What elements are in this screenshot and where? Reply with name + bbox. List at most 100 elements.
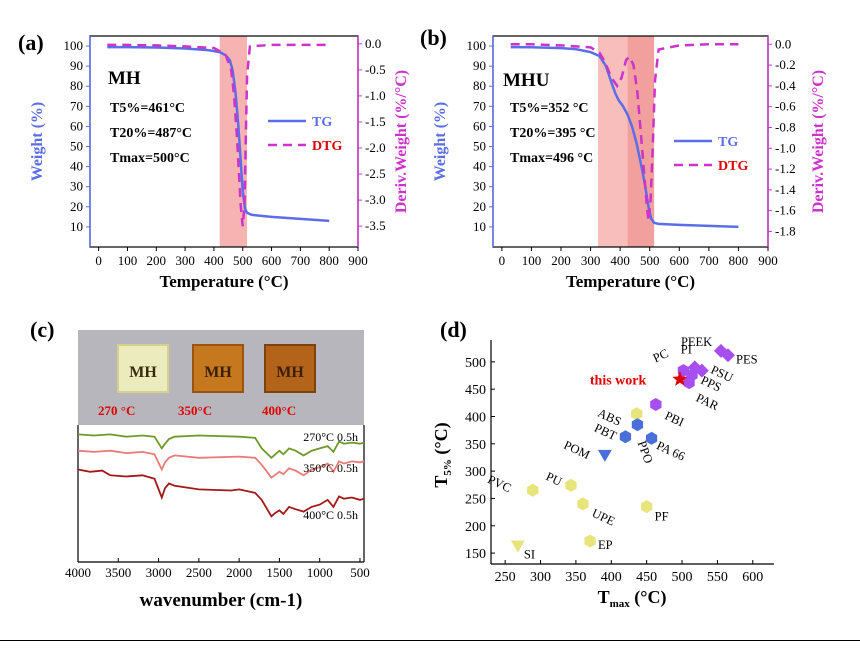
x-axis-label: wavenumber (cm-1): [140, 590, 303, 611]
y-right-tick-label: 0.0: [775, 36, 791, 51]
point-si: [510, 540, 525, 553]
point-label: EP: [598, 538, 613, 552]
y-right-tick-label: -3.0: [365, 192, 386, 207]
point-pbt: [619, 430, 632, 444]
x-axis-label: Tmax (°C): [598, 587, 667, 610]
tg-series-line: [510, 45, 739, 229]
y-right-tick-label: 0.0: [365, 36, 381, 51]
y-right-axis-label: Deriv.Weight (%/°C): [810, 70, 827, 213]
y-left-tick-label: 30: [70, 179, 83, 194]
legend-dtg-label: DTG: [312, 139, 342, 154]
point-label: PF: [655, 510, 669, 524]
y-tick-label: 500: [465, 356, 486, 371]
panel-b-t20: T20%=395 °C: [510, 126, 596, 141]
ftir-series-line: [77, 433, 365, 460]
x-tick-label: 500: [233, 253, 253, 268]
panel-a: 0 100 200 300 400 500 600 700 800 900 10 20 30 40 50 60…: [29, 35, 410, 291]
panel-a-sample: MH: [108, 68, 141, 89]
x-tick-label: 300: [530, 570, 551, 585]
y-left-tick-label: 100: [467, 38, 487, 53]
photo-sample-3-text: MH: [276, 364, 304, 381]
y-tick-label: 200: [465, 520, 486, 535]
y-left-tick-label: 100: [64, 38, 84, 53]
y-left-tick-label: 80: [70, 78, 83, 93]
x-tick-label: 0: [499, 253, 506, 268]
photo-temp-270: 270 °C: [98, 403, 135, 418]
panel-b-t5: T5%=352 °C: [510, 101, 589, 116]
y-left-tick-label: 20: [473, 199, 486, 214]
panel-a-t5: T5%=461°C: [110, 101, 185, 116]
point-pes: [721, 348, 736, 363]
panel-a-t20: T20%=487°C: [110, 126, 192, 141]
legend-tg-label: TG: [718, 135, 738, 150]
y-right-tick-label: -1.4: [775, 182, 796, 197]
y-left-tick-label: 10: [473, 219, 486, 234]
x-tick-label: 400: [610, 253, 630, 268]
y-left-tick-label: 70: [473, 98, 486, 113]
y-left-axis-label: Weight (%): [432, 102, 449, 182]
x-tick-label: 400: [204, 253, 224, 268]
tg-series-line: [107, 45, 330, 223]
y-tick-label: 300: [465, 465, 486, 480]
photo-sample-350: [192, 344, 244, 393]
ftir-series-line: [77, 449, 365, 479]
point-label: PEEK: [681, 335, 712, 349]
legend-dtg-label: DTG: [718, 159, 748, 174]
x-tick-label: 500: [640, 253, 660, 268]
y-left-tick-label: 90: [70, 58, 83, 73]
point-label: PC: [651, 346, 671, 365]
y-left-tick-label: 50: [473, 139, 486, 154]
x-axis-label: Temperature (°C): [159, 272, 288, 291]
panel-a-tmax: Tmax=500°C: [110, 151, 190, 166]
x-tick-label: 600: [742, 570, 763, 585]
bottom-rule: [0, 640, 860, 641]
panel-b: 0 100 200 300 400 500 600 700 800 900 10 20 30 40 50 60…: [432, 35, 827, 291]
point-label: this work: [590, 373, 647, 388]
highlight-band: [597, 36, 628, 247]
ftir-series-label: 400°C 0.5h: [303, 508, 358, 522]
ftir-series-line: [77, 468, 365, 518]
point-label: PU: [544, 469, 564, 488]
panel-d-label: (d): [440, 317, 467, 342]
panel-c-label: (c): [30, 317, 54, 342]
point-label: PA 66: [654, 438, 687, 463]
y-left-tick-label: 90: [473, 58, 486, 73]
x-axis-label: Temperature (°C): [566, 272, 695, 291]
y-left-tick-label: 10: [70, 219, 83, 234]
x-tick-label: 2500: [186, 565, 212, 580]
x-tick-label: 250: [495, 570, 516, 585]
y-right-tick-label: -1.0: [365, 88, 386, 103]
y-right-tick-label: -0.8: [775, 119, 796, 134]
x-tick-label: 900: [758, 253, 778, 268]
y-left-tick-label: 70: [70, 98, 83, 113]
point-label: PBI: [663, 408, 687, 429]
photo-sample-1-text: MH: [129, 364, 157, 381]
y-tick-label: 250: [465, 492, 486, 507]
point-label: SI: [524, 548, 535, 562]
photo-temp-400: 400°C: [262, 403, 296, 418]
x-tick-label: 300: [175, 253, 195, 268]
photo-temp-350: 350°C: [178, 403, 212, 418]
x-tick-label: 3500: [105, 565, 131, 580]
y-right-tick-label: -0.2: [775, 57, 796, 72]
photo-sample-2-text: MH: [204, 364, 232, 381]
x-tick-label: 600: [670, 253, 690, 268]
y-right-tick-label: -1.2: [775, 161, 796, 176]
legend-tg-label: TG: [312, 115, 332, 130]
y-right-tick-label: -0.4: [775, 78, 796, 93]
point-ppo: [631, 418, 644, 432]
y-left-tick-label: 30: [473, 179, 486, 194]
x-tick-label: 1500: [266, 565, 292, 580]
y-right-tick-label: -3.5: [365, 218, 386, 233]
point-pu: [565, 478, 577, 492]
point-label: POM: [562, 438, 592, 462]
x-tick-label: 100: [522, 253, 542, 268]
x-tick-label: 2000: [226, 565, 252, 580]
y-right-tick-label: -1.6: [775, 203, 796, 218]
x-tick-label: 4000: [65, 565, 91, 580]
panel-c: 4000 3500 3000 2500 2000 1500 1000 500 270°C 0.5…: [65, 425, 370, 611]
panel-b-label: (b): [420, 25, 447, 50]
point-abs: [631, 407, 643, 421]
y-tick-label: 350: [465, 438, 486, 453]
x-tick-label: 400: [601, 570, 622, 585]
